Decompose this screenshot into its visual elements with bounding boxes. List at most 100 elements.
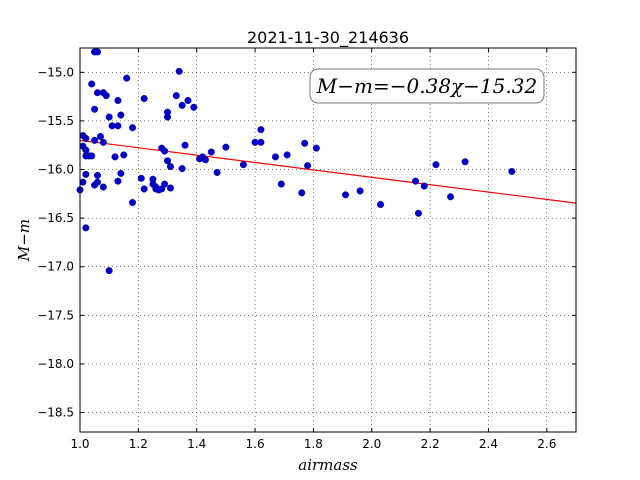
- x-tick-label: 1.8: [304, 437, 323, 451]
- data-point: [82, 224, 90, 232]
- tick-marks: [79, 48, 576, 432]
- data-point: [175, 67, 183, 75]
- data-point: [137, 174, 145, 182]
- data-point: [161, 147, 169, 155]
- x-tick-label: 1.6: [246, 437, 265, 451]
- data-point: [114, 96, 122, 104]
- data-point: [447, 193, 455, 201]
- data-point: [88, 80, 96, 88]
- data-point: [105, 267, 113, 275]
- data-point: [99, 138, 107, 146]
- data-point: [140, 185, 148, 193]
- data-point: [213, 168, 221, 176]
- data-point: [117, 169, 125, 177]
- plot-frame: [79, 47, 577, 433]
- data-point: [96, 132, 104, 140]
- data-point: [94, 171, 102, 179]
- x-tick-label: 2.0: [362, 437, 381, 451]
- data-point: [105, 113, 113, 121]
- data-point: [298, 189, 306, 197]
- y-tick-labels: −15.0 −15.5 −16.0 −16.5 −17.0 −17.5 −18.0 −18.5: [37, 65, 74, 419]
- data-point: [172, 92, 180, 100]
- data-point: [461, 158, 469, 166]
- data-point: [181, 141, 189, 149]
- data-point: [88, 152, 96, 160]
- data-point: [111, 153, 119, 161]
- y-tick-label: −16.5: [37, 211, 74, 225]
- data-point: [161, 180, 169, 188]
- y-tick-label: −17.0: [37, 260, 74, 274]
- y-tick-label: −18.0: [37, 357, 74, 371]
- data-point: [140, 95, 148, 103]
- data-point: [166, 163, 174, 171]
- data-point: [508, 167, 516, 175]
- data-point: [283, 151, 291, 159]
- chart-title: 2021-11-30_214636: [247, 28, 409, 48]
- data-point: [166, 184, 174, 192]
- data-point: [304, 162, 312, 170]
- data-point: [91, 105, 99, 113]
- data-point: [164, 157, 172, 165]
- data-point: [82, 134, 90, 142]
- y-tick-label: −16.0: [37, 163, 74, 177]
- data-point: [377, 201, 385, 209]
- data-point: [82, 146, 90, 154]
- data-point: [271, 153, 279, 161]
- data-point: [251, 138, 259, 146]
- x-tick-label: 1.2: [129, 437, 148, 451]
- data-point: [102, 92, 110, 100]
- plot-area: [80, 48, 576, 432]
- fit-equation-annotation: M−m=−0.38χ−15.32: [316, 74, 537, 98]
- data-point: [117, 111, 125, 119]
- data-point: [99, 183, 107, 191]
- data-point: [94, 178, 102, 186]
- data-point: [420, 182, 428, 190]
- data-point: [114, 122, 122, 130]
- data-point: [342, 191, 350, 199]
- data-point: [91, 136, 99, 144]
- data-points: [76, 48, 516, 275]
- annotation-box: [309, 68, 545, 104]
- grid-lines: [79, 48, 576, 432]
- y-tick-label: −15.5: [37, 114, 74, 128]
- y-tick-label: −18.5: [37, 406, 74, 420]
- data-point: [239, 161, 247, 169]
- y-tick-label: −15.0: [37, 65, 74, 79]
- data-point: [94, 89, 102, 97]
- data-point: [108, 122, 116, 130]
- data-point: [432, 161, 440, 169]
- data-point: [178, 101, 186, 109]
- y-tick-label: −17.5: [37, 308, 74, 322]
- data-point: [257, 126, 265, 134]
- x-tick-label: 2.4: [479, 437, 498, 451]
- data-point: [190, 103, 198, 111]
- data-point: [79, 178, 87, 186]
- data-point: [94, 48, 102, 56]
- data-point: [129, 124, 137, 132]
- data-point: [120, 151, 128, 159]
- data-point: [164, 108, 172, 116]
- data-point: [301, 139, 309, 147]
- x-tick-label: 2.2: [421, 437, 440, 451]
- data-point: [312, 144, 320, 152]
- x-tick-label: 1.4: [187, 437, 206, 451]
- x-tick-label: 1.0: [70, 437, 89, 451]
- data-point: [123, 74, 131, 82]
- x-tick-labels: 1.0 1.2 1.4 1.6 1.8 2.0 2.2 2.4 2.6: [70, 437, 556, 451]
- data-point: [207, 148, 215, 156]
- x-axis-label: airmass: [298, 456, 358, 474]
- data-point: [201, 156, 209, 164]
- data-point: [414, 209, 422, 217]
- data-point: [129, 199, 137, 207]
- y-axis-label: M−m: [15, 219, 33, 262]
- data-point: [222, 143, 230, 151]
- data-point: [114, 177, 122, 185]
- data-point: [257, 138, 265, 146]
- data-point: [184, 96, 192, 104]
- x-tick-label: 2.6: [537, 437, 556, 451]
- data-point: [277, 180, 285, 188]
- data-point: [178, 165, 186, 173]
- data-point: [356, 187, 364, 195]
- data-point: [82, 170, 90, 178]
